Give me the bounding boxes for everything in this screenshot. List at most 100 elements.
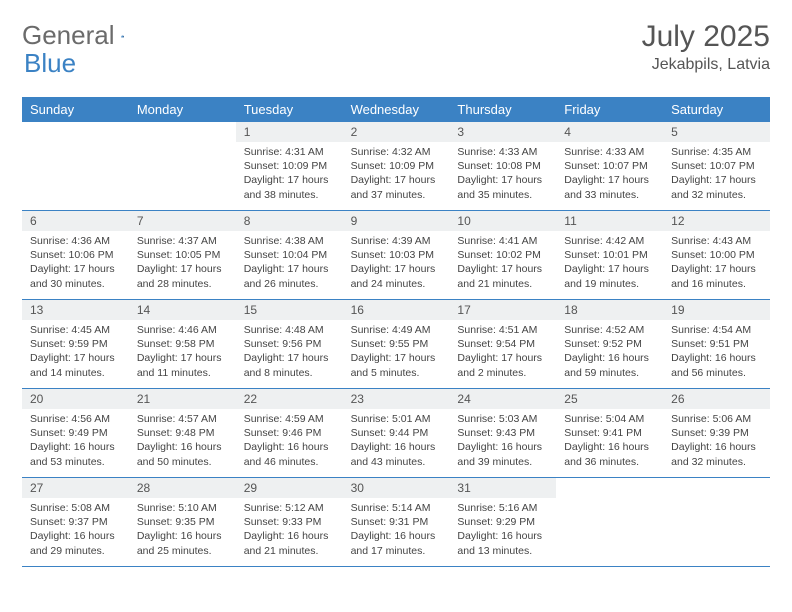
week-row: 27Sunrise: 5:08 AMSunset: 9:37 PMDayligh… [22,478,770,567]
day-number: 11 [556,211,663,231]
day-header-thursday: Thursday [449,97,556,122]
day-header-friday: Friday [556,97,663,122]
sunset-text: Sunset: 10:01 PM [564,248,655,262]
day-cell-8: 8Sunrise: 4:38 AMSunset: 10:04 PMDayligh… [236,211,343,299]
daylight-text-2: and 17 minutes. [351,544,442,558]
daylight-text-2: and 37 minutes. [351,188,442,202]
daylight-text-2: and 2 minutes. [457,366,548,380]
sunset-text: Sunset: 9:39 PM [671,426,762,440]
day-cell-25: 25Sunrise: 5:04 AMSunset: 9:41 PMDayligh… [556,389,663,477]
daylight-text-2: and 16 minutes. [671,277,762,291]
sunset-text: Sunset: 10:07 PM [564,159,655,173]
day-cell-14: 14Sunrise: 4:46 AMSunset: 9:58 PMDayligh… [129,300,236,388]
day-body: Sunrise: 4:31 AMSunset: 10:09 PMDaylight… [236,142,343,207]
daylight-text-2: and 8 minutes. [244,366,335,380]
day-body: Sunrise: 4:56 AMSunset: 9:49 PMDaylight:… [22,409,129,474]
empty-cell [556,478,663,566]
day-body: Sunrise: 4:54 AMSunset: 9:51 PMDaylight:… [663,320,770,385]
logo-part1: General [22,20,115,51]
sunrise-text: Sunrise: 5:14 AM [351,501,442,515]
day-body: Sunrise: 5:14 AMSunset: 9:31 PMDaylight:… [343,498,450,563]
sunset-text: Sunset: 9:58 PM [137,337,228,351]
daylight-text-1: Daylight: 17 hours [351,351,442,365]
daylight-text-1: Daylight: 16 hours [457,529,548,543]
day-cell-20: 20Sunrise: 4:56 AMSunset: 9:49 PMDayligh… [22,389,129,477]
sunset-text: Sunset: 9:37 PM [30,515,121,529]
day-header-saturday: Saturday [663,97,770,122]
sunrise-text: Sunrise: 5:01 AM [351,412,442,426]
sunset-text: Sunset: 9:52 PM [564,337,655,351]
daylight-text-1: Daylight: 17 hours [30,262,121,276]
day-body: Sunrise: 4:43 AMSunset: 10:00 PMDaylight… [663,231,770,296]
day-number: 7 [129,211,236,231]
day-body: Sunrise: 4:49 AMSunset: 9:55 PMDaylight:… [343,320,450,385]
week-row: 6Sunrise: 4:36 AMSunset: 10:06 PMDayligh… [22,211,770,300]
sunset-text: Sunset: 9:31 PM [351,515,442,529]
sunset-text: Sunset: 9:56 PM [244,337,335,351]
day-body: Sunrise: 4:32 AMSunset: 10:09 PMDaylight… [343,142,450,207]
sunrise-text: Sunrise: 4:33 AM [564,145,655,159]
empty-cell [22,122,129,210]
sunrise-text: Sunrise: 5:03 AM [457,412,548,426]
day-cell-5: 5Sunrise: 4:35 AMSunset: 10:07 PMDayligh… [663,122,770,210]
day-number: 25 [556,389,663,409]
week-row: 1Sunrise: 4:31 AMSunset: 10:09 PMDayligh… [22,122,770,211]
daylight-text-1: Daylight: 17 hours [564,262,655,276]
day-cell-2: 2Sunrise: 4:32 AMSunset: 10:09 PMDayligh… [343,122,450,210]
sunrise-text: Sunrise: 5:16 AM [457,501,548,515]
day-number: 24 [449,389,556,409]
day-body: Sunrise: 5:04 AMSunset: 9:41 PMDaylight:… [556,409,663,474]
empty-cell [663,478,770,566]
sunset-text: Sunset: 10:03 PM [351,248,442,262]
day-body: Sunrise: 4:48 AMSunset: 9:56 PMDaylight:… [236,320,343,385]
sunset-text: Sunset: 9:55 PM [351,337,442,351]
sunset-text: Sunset: 9:35 PM [137,515,228,529]
sunrise-text: Sunrise: 4:46 AM [137,323,228,337]
daylight-text-1: Daylight: 17 hours [30,351,121,365]
daylight-text-2: and 25 minutes. [137,544,228,558]
weeks-container: 1Sunrise: 4:31 AMSunset: 10:09 PMDayligh… [22,122,770,567]
day-body: Sunrise: 5:12 AMSunset: 9:33 PMDaylight:… [236,498,343,563]
daylight-text-1: Daylight: 16 hours [671,440,762,454]
day-cell-21: 21Sunrise: 4:57 AMSunset: 9:48 PMDayligh… [129,389,236,477]
month-title: July 2025 [642,20,770,54]
daylight-text-2: and 11 minutes. [137,366,228,380]
daylight-text-1: Daylight: 17 hours [351,262,442,276]
day-number: 21 [129,389,236,409]
sunset-text: Sunset: 9:43 PM [457,426,548,440]
day-number: 30 [343,478,450,498]
daylight-text-2: and 53 minutes. [30,455,121,469]
sunset-text: Sunset: 9:46 PM [244,426,335,440]
day-number: 15 [236,300,343,320]
day-header-monday: Monday [129,97,236,122]
sunrise-text: Sunrise: 4:52 AM [564,323,655,337]
daylight-text-1: Daylight: 17 hours [137,351,228,365]
sunset-text: Sunset: 9:41 PM [564,426,655,440]
sunrise-text: Sunrise: 4:38 AM [244,234,335,248]
day-number: 8 [236,211,343,231]
daylight-text-2: and 21 minutes. [244,544,335,558]
day-cell-4: 4Sunrise: 4:33 AMSunset: 10:07 PMDayligh… [556,122,663,210]
daylight-text-1: Daylight: 16 hours [457,440,548,454]
sunrise-text: Sunrise: 4:56 AM [30,412,121,426]
sunset-text: Sunset: 10:05 PM [137,248,228,262]
sunset-text: Sunset: 9:44 PM [351,426,442,440]
location: Jekabpils, Latvia [642,56,770,74]
day-body: Sunrise: 4:42 AMSunset: 10:01 PMDaylight… [556,231,663,296]
day-number: 29 [236,478,343,498]
day-body: Sunrise: 5:08 AMSunset: 9:37 PMDaylight:… [22,498,129,563]
day-cell-6: 6Sunrise: 4:36 AMSunset: 10:06 PMDayligh… [22,211,129,299]
sunrise-text: Sunrise: 4:43 AM [671,234,762,248]
day-number: 31 [449,478,556,498]
day-cell-29: 29Sunrise: 5:12 AMSunset: 9:33 PMDayligh… [236,478,343,566]
daylight-text-2: and 30 minutes. [30,277,121,291]
sunrise-text: Sunrise: 4:45 AM [30,323,121,337]
daylight-text-2: and 32 minutes. [671,455,762,469]
day-cell-22: 22Sunrise: 4:59 AMSunset: 9:46 PMDayligh… [236,389,343,477]
day-number: 16 [343,300,450,320]
daylight-text-1: Daylight: 16 hours [564,440,655,454]
day-body: Sunrise: 5:01 AMSunset: 9:44 PMDaylight:… [343,409,450,474]
title-block: July 2025 Jekabpils, Latvia [642,20,770,74]
day-number: 10 [449,211,556,231]
sunset-text: Sunset: 9:51 PM [671,337,762,351]
